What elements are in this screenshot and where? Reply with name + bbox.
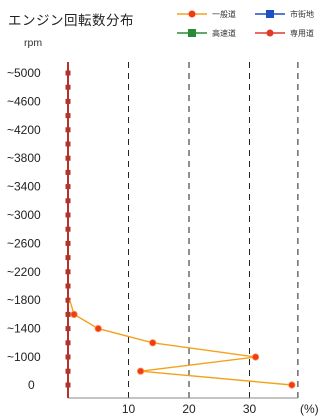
y-axis-marker bbox=[65, 297, 71, 303]
series-layer bbox=[69, 299, 296, 389]
grid-lines bbox=[68, 62, 299, 399]
legend-item-exclusive-road: 専用道 bbox=[255, 28, 314, 38]
y-axis-marker bbox=[65, 255, 71, 261]
y-axis-marker bbox=[65, 340, 71, 346]
y-axis-marker bbox=[65, 141, 71, 147]
y-tick-label: ~3000 bbox=[7, 208, 41, 222]
legend-item-general-road: 一般道 bbox=[177, 9, 236, 19]
x-tick-label: 10 bbox=[122, 402, 136, 416]
x-axis-unit: (%) bbox=[300, 402, 319, 416]
legend-label-general-road: 一般道 bbox=[212, 9, 236, 19]
y-tick-label: ~5000 bbox=[7, 66, 41, 80]
y-tick-labels: ~5000 ~4600 ~4200 ~3800 ~3400 ~3000 ~2600 ~2200… bbox=[7, 66, 41, 392]
legend-item-highway: 高速道 bbox=[177, 28, 236, 38]
data-point bbox=[288, 381, 296, 389]
y-tick-label: ~4600 bbox=[7, 94, 41, 108]
y-axis-marker bbox=[65, 382, 71, 388]
chart-title: エンジン回転数分布 bbox=[8, 13, 134, 28]
legend: 一般道 市街地 高速道 専用道 bbox=[177, 9, 314, 38]
y-axis-marker bbox=[65, 326, 71, 332]
y-tick-label: ~3800 bbox=[7, 151, 41, 165]
y-tick-label: 0 bbox=[28, 378, 35, 392]
y-axis-marker bbox=[65, 354, 71, 360]
y-axis-marker bbox=[65, 169, 71, 175]
data-point bbox=[137, 367, 145, 375]
y-axis-marker bbox=[65, 113, 71, 119]
legend-item-city-road: 市街地 bbox=[255, 9, 314, 19]
y-axis-marker bbox=[65, 212, 71, 218]
series-line bbox=[69, 299, 292, 386]
x-tick-label: 20 bbox=[182, 402, 196, 416]
legend-label-city-road: 市街地 bbox=[290, 9, 314, 19]
y-tick-label: ~3400 bbox=[7, 180, 41, 194]
data-point bbox=[70, 310, 78, 318]
y-axis-marker bbox=[65, 226, 71, 232]
y-axis-marker bbox=[65, 84, 71, 90]
x-tick-labels: 10 20 30 bbox=[122, 402, 257, 416]
y-axis-marker bbox=[65, 240, 71, 246]
y-axis-marker bbox=[65, 70, 71, 76]
y-axis-marker bbox=[65, 127, 71, 133]
y-axis-markers bbox=[65, 70, 71, 388]
y-tick-label: ~4200 bbox=[7, 123, 41, 137]
legend-label-exclusive-road: 専用道 bbox=[290, 28, 314, 38]
data-point bbox=[149, 339, 157, 347]
y-axis-marker bbox=[65, 368, 71, 374]
y-axis-marker bbox=[65, 198, 71, 204]
y-tick-label: ~1800 bbox=[7, 293, 41, 307]
y-axis-marker bbox=[65, 184, 71, 190]
y-axis-marker bbox=[65, 283, 71, 289]
y-tick-label: ~1400 bbox=[7, 322, 41, 336]
data-point bbox=[251, 353, 260, 361]
y-tick-label: ~2600 bbox=[7, 236, 41, 250]
y-tick-label: ~2200 bbox=[7, 265, 41, 279]
y-axis-marker bbox=[65, 269, 71, 275]
y-tick-label: ~1000 bbox=[7, 350, 41, 364]
data-point bbox=[94, 324, 102, 333]
legend-label-highway: 高速道 bbox=[212, 28, 236, 38]
y-axis-marker bbox=[65, 98, 71, 104]
y-axis-marker bbox=[65, 155, 71, 161]
y-axis-marker bbox=[65, 311, 71, 317]
y-axis-unit: rpm bbox=[24, 37, 43, 49]
x-tick-label: 30 bbox=[243, 402, 257, 416]
